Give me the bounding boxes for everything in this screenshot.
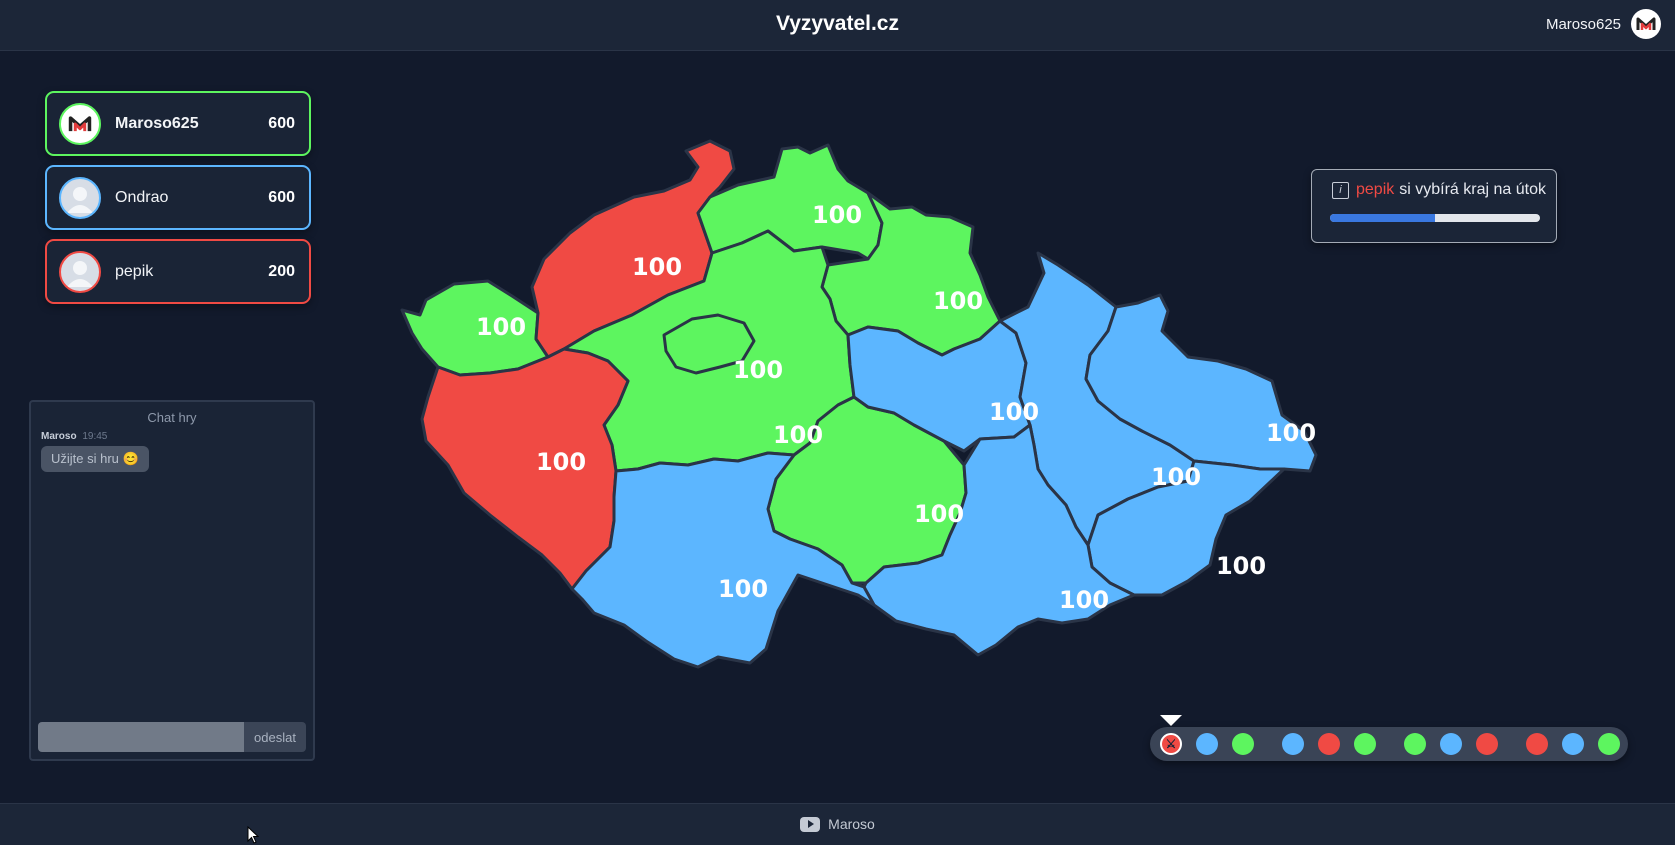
region-plzensky[interactable] [420,347,630,591]
turn-dot [1526,733,1548,755]
region-value: 100 [933,287,983,315]
player-name: Maroso625 [115,114,199,132]
region-value: 100 [914,500,964,528]
turn-dot [1354,733,1376,755]
m-logo-icon[interactable] [1631,9,1661,39]
region-praha[interactable] [662,313,756,375]
crossed-swords-icon: ⚔ [1160,733,1182,755]
region-value: 100 [812,201,862,229]
send-button[interactable]: odeslat [244,722,306,752]
player-card: Ondrao 600 [45,165,311,230]
region-value: 100 [718,575,768,603]
chat-message-meta: Maroso 19:45 [41,431,313,442]
turn-timer-bar [1330,214,1540,222]
region-moravskoslezsky[interactable] [1084,293,1318,473]
user-silhouette-icon [59,176,101,219]
turn-dot [1196,733,1218,755]
region-value: 100 [476,313,526,341]
region-map: 100 100 100 100 100 100 100 100 100 100 … [400,139,1318,669]
youtube-icon [800,816,821,832]
turn-dot [1404,733,1426,755]
footer-label[interactable]: Maroso [828,816,875,832]
region-value: 100 [632,253,682,281]
turn-dot [1282,733,1304,755]
turn-dot [1598,733,1620,755]
top-bar: Vyzyvatel.cz Maroso625 [0,0,1675,51]
region-jihomoravsky[interactable] [862,423,1136,657]
turn-status-box: i pepik si vybírá kraj na útok [1311,169,1557,243]
player-card: pepik 200 [45,239,311,304]
info-icon: i [1332,181,1349,199]
region-value: 100 [536,448,586,476]
turn-dot [1476,733,1498,755]
chat-message: Užijte si hru 😊 [41,446,149,472]
m-logo-icon [59,102,101,145]
turn-status-line: i pepik si vybírá kraj na útok [1332,181,1546,199]
player-score: 600 [268,188,295,206]
region-value: 100 [733,356,783,384]
player-name: pepik [115,262,154,280]
chat-time: 19:45 [82,431,108,442]
turn-timer-fill [1330,214,1435,222]
chat-author: Maroso [41,431,77,442]
region-jihocesky[interactable] [570,451,876,669]
region-value: 100 [1059,586,1109,614]
player-score: 200 [268,262,295,280]
region-value: 100 [989,398,1039,426]
current-turn-marker-icon [1160,715,1182,726]
region-value: 100 [1266,419,1316,447]
turn-dot [1232,733,1254,755]
region-value: 100 [1151,463,1201,491]
footer-link[interactable]: Maroso [0,816,1675,832]
region-value: 100 [773,421,823,449]
chat-input[interactable] [38,722,244,752]
footer: Maroso [0,803,1675,845]
mouse-cursor-icon [247,826,259,844]
player-score: 600 [268,114,295,132]
user-silhouette-icon [59,250,101,293]
turn-dot [1440,733,1462,755]
user-menu[interactable]: Maroso625 [1546,9,1661,39]
turn-dot [1562,733,1584,755]
chat-input-row: odeslat [38,722,306,752]
chat-title: Chat hry [147,410,197,425]
site-title[interactable]: Vyzyvatel.cz [776,12,899,35]
username[interactable]: Maroso625 [1545,15,1621,33]
player-list: Maroso625 600 Ondrao 600 pepik 200 [45,91,311,313]
game-chat: Chat hry Maroso 19:45 Užijte si hru 😊 od… [29,400,315,761]
player-name: Ondrao [115,188,169,206]
turn-timeline: ⚔ [1150,727,1628,761]
turn-status-text: si vybírá kraj na útok [1399,181,1546,198]
player-card: Maroso625 600 [45,91,311,156]
region-value: 100 [1216,552,1266,580]
turn-dot [1318,733,1340,755]
active-player-name: pepik [1356,181,1395,198]
